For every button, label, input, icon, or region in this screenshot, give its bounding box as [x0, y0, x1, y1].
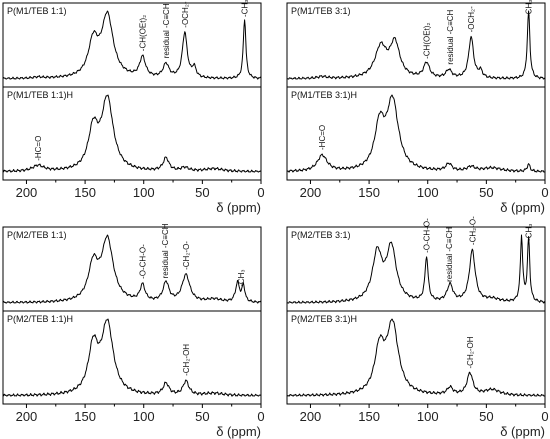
peak-annotation: -CH₂-OH: [182, 344, 191, 376]
x-tick-label: 50: [479, 409, 493, 424]
plot-frame: [2, 2, 262, 181]
spectrum-line-bottom: [2, 94, 262, 173]
spectrum-label-top: P(M1/TEB 3:1): [291, 6, 351, 16]
peak-annotation: -CH₃: [525, 0, 534, 17]
peak-annotation: -CH(OEt)₂: [423, 22, 432, 58]
peak-annotation: -O-CH-O-: [423, 218, 432, 253]
peak-annotation: residual -C≡CH: [445, 227, 454, 282]
peak-annotation: -HC=O: [318, 125, 327, 150]
x-tick-label: 200: [300, 409, 322, 424]
peak-annotation: residual -C≡CH: [162, 3, 171, 58]
x-tick-label: 0: [541, 185, 548, 200]
x-axis-label: δ (ppm): [500, 200, 545, 215]
x-tick-label: 0: [541, 409, 548, 424]
spectrum-line-bottom: [2, 318, 262, 397]
plot-frame: [2, 226, 262, 405]
spectrum-line-top: [286, 10, 546, 80]
spectrum-label-bottom: P(M1/TEB 3:1)H: [291, 90, 357, 100]
spectrum-line-top: [2, 234, 262, 304]
x-axis-label: δ (ppm): [500, 424, 545, 439]
spectrum-line-bottom: [286, 318, 546, 397]
peak-annotation: -O-CH-O-: [139, 244, 148, 279]
peak-annotation: -CH₃: [241, 0, 250, 17]
x-tick-label: 200: [16, 185, 38, 200]
peak-annotation: -CH₂-O-: [468, 216, 477, 245]
peak-annotation: -CH₂-O-: [182, 241, 191, 270]
spectrum-line-top: [286, 234, 546, 304]
x-tick-label: 100: [417, 409, 439, 424]
x-tick-label: 50: [195, 409, 209, 424]
x-tick-label: 100: [133, 409, 155, 424]
x-tick-label: 150: [358, 185, 380, 200]
panel-m1-teb-3-1: P(M1/TEB 3:1) -CH(OEt)₂ residual -C≡CH -OCH…: [286, 0, 549, 215]
x-tick-label: 200: [300, 185, 322, 200]
panel-m1-teb-1-1: P(M1/TEB 1:1) -CH(OEt)₂ residual -C≡CH -OCH…: [2, 0, 265, 215]
x-tick-label: 50: [479, 185, 493, 200]
spectrum-label-top: P(M2/TEB 3:1): [291, 230, 351, 240]
x-tick-label: 200: [16, 409, 38, 424]
x-tick-label: 100: [417, 185, 439, 200]
x-axis-label: δ (ppm): [216, 424, 261, 439]
spectrum-label-bottom: P(M1/TEB 1:1)H: [7, 90, 73, 100]
spectrum-label-top: P(M1/TEB 1:1): [7, 6, 67, 16]
x-tick-label: 0: [257, 409, 264, 424]
spectrum-label-top: P(M2/TEB 1:1): [7, 230, 67, 240]
x-tick-label: 150: [74, 185, 96, 200]
peak-annotation: residual -C≡CH: [161, 223, 170, 278]
panel-m2-teb-1-1: P(M2/TEB 1:1) -O-CH-O-residual -C≡CH -CH₂-…: [2, 223, 265, 439]
spectrum-line-top: [2, 10, 262, 80]
peak-annotation: -CH₂-OH: [466, 336, 475, 368]
peak-annotation: -CH₃: [525, 224, 534, 241]
peak-annotation: residual -C≡CH: [446, 9, 455, 64]
peak-annotation: -OCH₂-: [467, 6, 476, 33]
peak-annotation: -HC=O: [34, 136, 43, 161]
x-tick-label: 50: [195, 185, 209, 200]
peak-annotation: -CH(OEt)₂: [139, 15, 148, 51]
plot-frame: [286, 2, 546, 181]
x-tick-label: 150: [74, 409, 96, 424]
spectrum-label-bottom: P(M2/TEB 3:1)H: [291, 314, 357, 324]
spectrum-label-bottom: P(M2/TEB 1:1)H: [7, 314, 73, 324]
panel-m2-teb-3-1: P(M2/TEB 3:1) -O-CH-O-residual -C≡CH -CH₂-…: [286, 216, 549, 439]
plot-frame: [286, 226, 546, 405]
peak-annotation: -CH₃: [237, 269, 246, 286]
x-tick-label: 100: [133, 185, 155, 200]
x-tick-label: 0: [257, 185, 264, 200]
spectrum-line-bottom: [286, 94, 546, 173]
x-axis-label: δ (ppm): [216, 200, 261, 215]
peak-annotation: -OCH₂-: [181, 1, 190, 28]
x-tick-label: 150: [358, 409, 380, 424]
